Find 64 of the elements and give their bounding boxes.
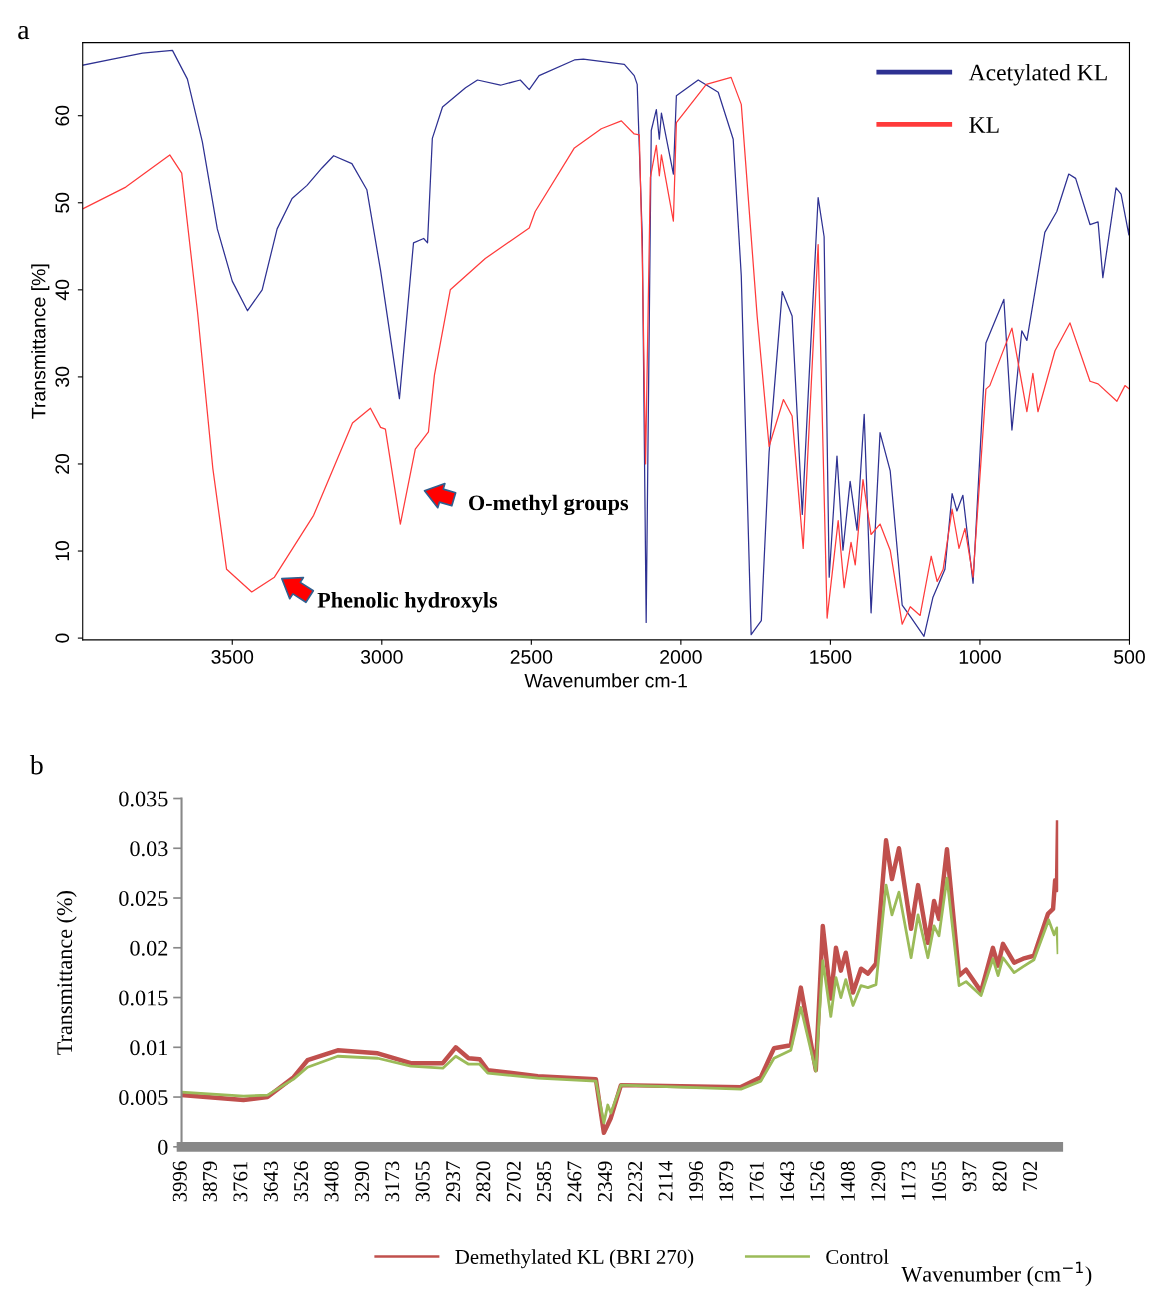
x-tick-label: 2500 — [510, 650, 553, 664]
x-tick-label: 3996 — [172, 1161, 187, 1202]
annotation: O-methyl groups — [469, 494, 629, 516]
x-axis-title: Wavenumber (cm$^{−1}$) — [901, 1261, 1092, 1287]
x-tick-label: 1526 — [810, 1161, 825, 1201]
x-tick-label: 1290 — [871, 1161, 886, 1201]
x-tick-label: 1173 — [901, 1161, 916, 1200]
y-tick-label: 0.025 — [119, 890, 168, 907]
x-tick-label: 2937 — [446, 1161, 461, 1202]
x-tick-label: 2114 — [658, 1161, 673, 1201]
chart-title: b — [29, 754, 43, 775]
x-tick-label: 1996 — [689, 1161, 704, 1201]
y-tick-label: 0.03 — [130, 841, 168, 857]
y-axis-title: Transmittance [%] — [31, 264, 50, 419]
x-tick-label: 1000 — [959, 650, 1001, 664]
line-series — [181, 876, 1059, 1125]
legend-label: Control — [826, 1249, 889, 1264]
chart-title: a — [18, 25, 30, 40]
x-axis-title: Wavenumber cm-1 — [524, 673, 687, 688]
x-tick-label: 3643 — [263, 1161, 278, 1202]
x-tick-label: 1643 — [780, 1161, 795, 1201]
y-tick-label: 40 — [55, 279, 70, 301]
x-tick-label: 500 — [1114, 650, 1145, 664]
y-tick-label: 60 — [55, 105, 70, 126]
x-tick-label: 2467 — [567, 1161, 582, 1202]
x-tick-label: 1055 — [931, 1161, 946, 1201]
x-tick-label: 1408 — [840, 1161, 855, 1201]
x-tick-label: 3761 — [233, 1161, 248, 1202]
x-tick-label: 2000 — [660, 650, 702, 664]
y-tick-label: 0 — [158, 1139, 168, 1155]
x-tick-label: 937 — [962, 1161, 977, 1192]
x-tick-label: 3500 — [211, 650, 254, 664]
y-tick-label: 0.01 — [130, 1040, 168, 1056]
annotation: Phenolic hydroxyls — [317, 592, 498, 613]
y-tick-label: 0.015 — [119, 990, 168, 1006]
legend-label: Demethylated KL (BRI 270) — [455, 1249, 694, 1269]
x-tick-label: 702 — [1023, 1161, 1038, 1191]
x-tick-label: 3173 — [385, 1161, 400, 1202]
x-tick-label: 3526 — [294, 1161, 309, 1202]
x-tick-label: 1879 — [719, 1161, 734, 1201]
x-tick-label: 2585 — [536, 1161, 552, 1202]
y-tick-label: 20 — [55, 453, 70, 474]
x-tick-label: 820 — [992, 1161, 1007, 1192]
x-tick-label: 3879 — [202, 1161, 217, 1202]
x-tick-label: 3000 — [360, 650, 403, 664]
x-tick-label: 3290 — [354, 1161, 370, 1202]
y-tick-label: 0.02 — [130, 940, 168, 956]
x-tick-label: 1500 — [810, 650, 852, 664]
y-axis-title: Transmittance (%) — [56, 891, 77, 1055]
y-tick-label: 0.005 — [119, 1089, 168, 1106]
y-tick-label: 0.035 — [119, 791, 168, 807]
legend-label: Acetylated KL — [968, 63, 1107, 86]
x-tick-label: 2349 — [597, 1161, 612, 1202]
y-tick-label: 0 — [55, 633, 70, 643]
y-tick-label: 10 — [55, 540, 70, 561]
x-tick-label: 3408 — [324, 1161, 339, 1202]
x-tick-label: 3055 — [415, 1161, 430, 1202]
x-tick-label: 1761 — [749, 1161, 764, 1201]
x-tick-label: 2702 — [506, 1161, 521, 1202]
x-tick-label: 2820 — [476, 1161, 491, 1202]
x-tick-label: 2232 — [628, 1161, 643, 1202]
legend-label: KL — [969, 117, 999, 133]
y-tick-label: 30 — [55, 366, 70, 387]
y-tick-label: 50 — [55, 192, 70, 213]
